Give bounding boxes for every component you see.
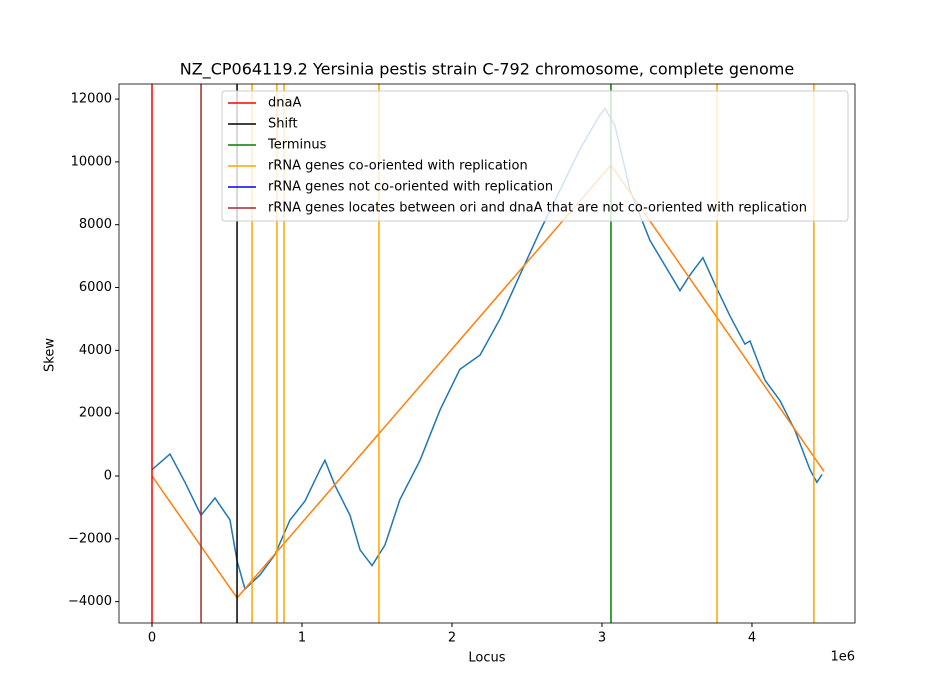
legend-label: rRNA genes co-oriented with replication [268, 159, 528, 174]
legend-label: rRNA genes not co-oriented with replicat… [268, 180, 553, 195]
y-tick-label: 12000 [71, 92, 112, 107]
y-tick-label: 6000 [79, 280, 112, 295]
y-axis-label: Skew [43, 338, 58, 372]
legend-label: rRNA genes locates between ori and dnaA … [268, 201, 807, 216]
x-tick-label: 0 [148, 631, 156, 646]
y-tick-label: 0 [104, 469, 112, 484]
y-tick-label: 10000 [71, 154, 112, 169]
plot-frame [118, 83, 856, 624]
chart-title: NZ_CP064119.2 Yersinia pestis strain C-7… [180, 60, 794, 80]
line-series [151, 107, 823, 591]
x-tick-label: 3 [598, 631, 606, 646]
legend-label: Shift [268, 117, 298, 132]
y-tick-label: −2000 [68, 531, 112, 546]
x-axis-label: Locus [468, 651, 505, 666]
y-tick-label: 2000 [79, 406, 112, 421]
x-tick-label: 1 [298, 631, 306, 646]
y-tick-label: −4000 [68, 594, 112, 609]
y-tick-label: 8000 [79, 217, 112, 232]
legend-box [221, 90, 849, 222]
legend-label: Terminus [267, 138, 327, 153]
x-offset-label: 1e6 [830, 650, 855, 665]
x-tick-label: 2 [448, 631, 456, 646]
legend-label: dnaA [268, 96, 301, 111]
y-tick-label: 4000 [79, 343, 112, 358]
x-tick-label: 4 [748, 631, 756, 646]
